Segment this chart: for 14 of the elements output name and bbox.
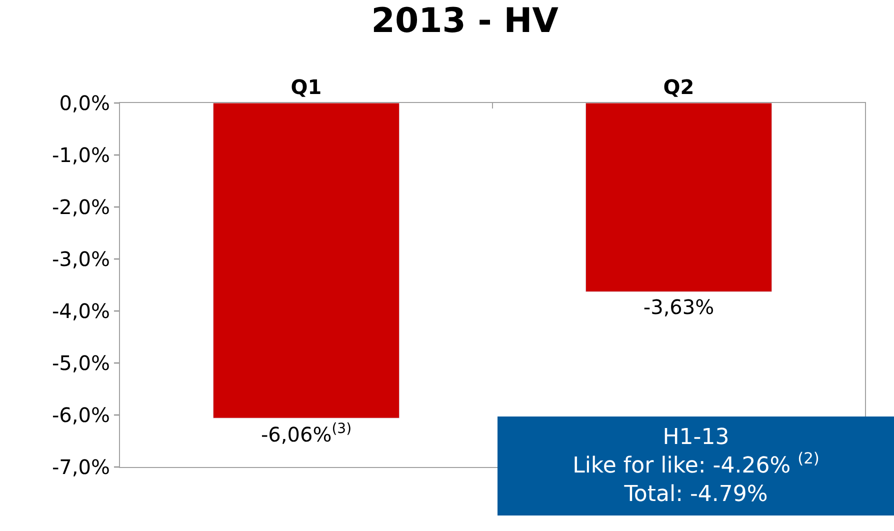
y-tick-label: 0,0% xyxy=(59,91,110,115)
x-tick-label: Q2 xyxy=(663,75,694,99)
y-tick-label: -7,0% xyxy=(52,455,110,479)
data-label: -6,06%$^{(3)}$ xyxy=(260,421,352,447)
chart-title: 2013 - HV xyxy=(371,0,560,41)
data-label: -3,63% xyxy=(643,294,714,319)
y-tick-label: -5,0% xyxy=(52,351,110,375)
y-tick-label: -4,0% xyxy=(52,299,110,323)
y-tick-label: -2,0% xyxy=(52,195,110,219)
y-tick-label: -6,0% xyxy=(52,403,110,427)
y-tick-label: -1,0% xyxy=(52,143,110,167)
y-tick-label: -3,0% xyxy=(52,247,110,271)
note-box: H1-13 Like for like: -4.26% $^{(2)}$ Total: -4.79% xyxy=(498,416,894,516)
x-tick-label: Q1 xyxy=(290,75,322,99)
